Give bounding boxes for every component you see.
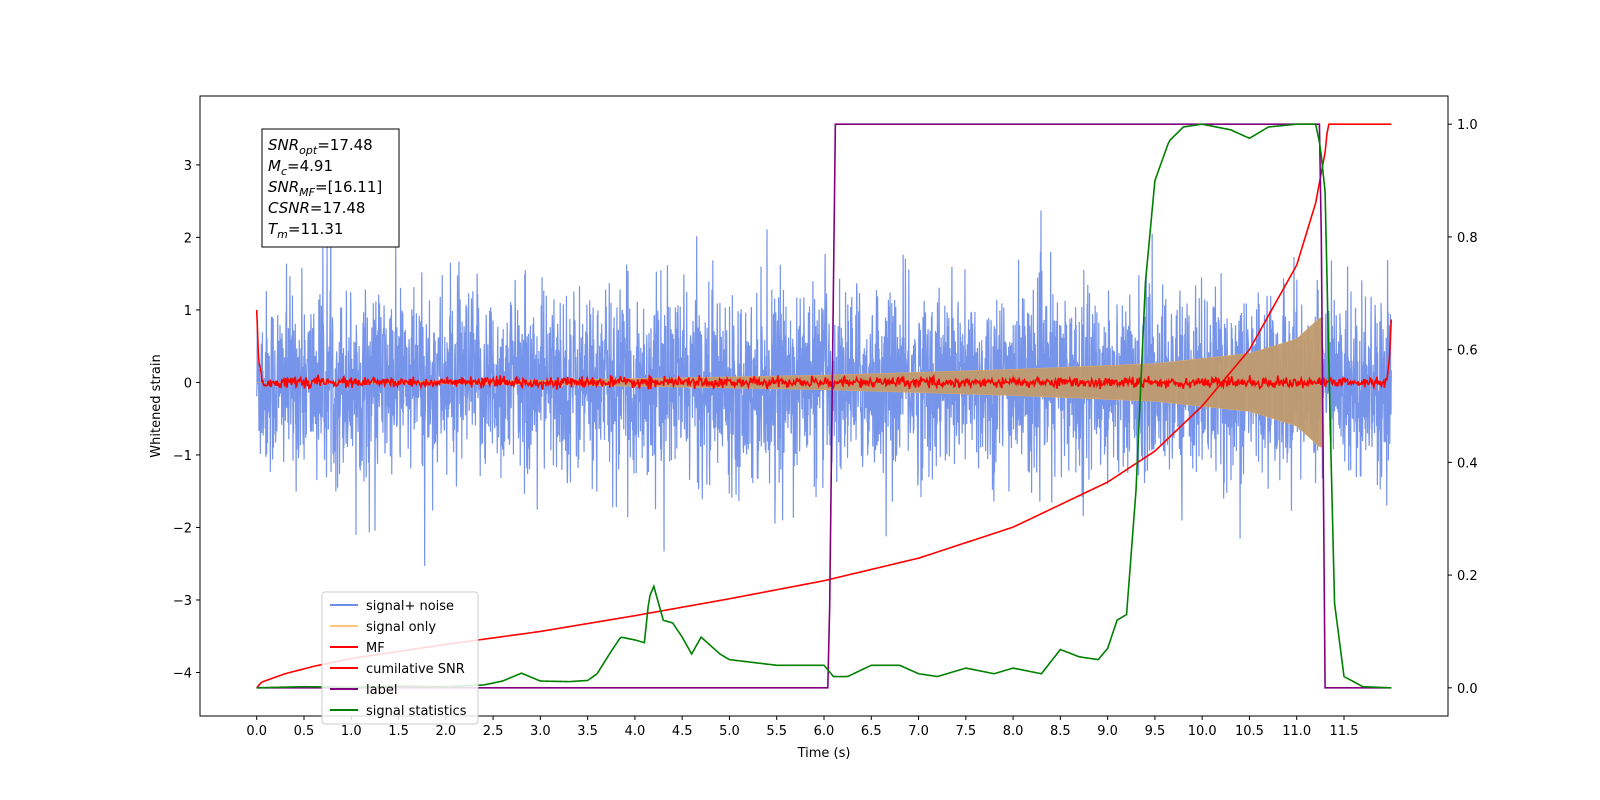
y2-tick-label: 0.2 [1457,569,1478,584]
y2-tick-label: 0.8 [1457,231,1478,246]
x-tick-label: 3.5 [577,724,598,739]
y-tick-label: 0 [184,376,192,391]
y-axis-label: Whitened strain [149,354,164,457]
annotation-frame [261,128,400,248]
legend: signal+ noise signal only MF cumilative SNR… [321,591,479,725]
series-signal-noise [256,210,1392,566]
x-tick-label: 5.0 [719,724,740,739]
x-tick-label: 8.5 [1050,724,1071,739]
y-axis-left: −4 −3 −2 −1 0 1 2 3 [173,159,200,681]
y-tick-label: −3 [173,594,192,609]
y2-tick-label: 0.0 [1457,682,1478,697]
x-axis: 0.0 0.5 1.0 1.5 2.0 2.5 3.0 3.5 4.0 4.5 5.0 5.5 6.0 6… [246,716,1358,739]
x-tick-label: 11.0 [1282,724,1311,739]
annotation-line: Tm=11.31 [268,220,343,241]
x-tick-label: 4.5 [672,724,693,739]
legend-label: signal only [366,620,436,635]
y-tick-label: −1 [173,449,192,464]
annotation-box: SNRopt=17.48Mc=4.91SNRMF=[16.11]CSNR=17.… [261,128,400,248]
y2-tick-label: 0.4 [1457,456,1478,471]
legend-frame [321,591,479,725]
series-mf [255,309,1393,391]
y-tick-label: −2 [173,521,192,536]
legend-label: signal+ noise [366,599,454,614]
x-tick-label: 10.0 [1188,724,1217,739]
x-tick-label: 6.0 [814,724,835,739]
legend-label: signal statistics [366,704,467,719]
x-tick-label: 11.5 [1330,724,1359,739]
x-tick-label: 1.0 [341,724,362,739]
annotation-line: SNRopt=17.48 [268,136,373,157]
x-axis-label: Time (s) [797,746,851,761]
y2-tick-label: 0.6 [1457,344,1478,359]
x-tick-label: 7.5 [955,724,976,739]
annotation-line: CSNR=17.48 [268,199,365,217]
x-tick-label: 9.0 [1097,724,1118,739]
x-tick-label: 0.5 [294,724,315,739]
x-tick-label: 0.0 [246,724,267,739]
y-tick-label: 3 [184,159,192,174]
x-tick-label: 8.0 [1003,724,1024,739]
legend-label: MF [366,641,385,656]
y-axis-right: 0.0 0.2 0.4 0.6 0.8 1.0 [1448,118,1478,697]
annotation-line: SNRMF=[16.11] [268,178,382,199]
x-tick-label: 3.0 [530,724,551,739]
x-tick-label: 2.5 [483,724,504,739]
y-tick-label: −4 [173,666,192,681]
y-tick-label: 2 [184,231,192,246]
annotation-line: Mc=4.91 [268,157,333,178]
x-tick-label: 2.0 [435,724,456,739]
x-tick-label: 9.5 [1145,724,1166,739]
legend-label: label [366,683,397,698]
y-tick-label: 1 [184,304,192,319]
x-tick-label: 4.0 [625,724,646,739]
x-tick-label: 5.5 [766,724,787,739]
y2-tick-label: 1.0 [1457,118,1478,133]
x-tick-label: 6.5 [861,724,882,739]
x-tick-label: 1.5 [388,724,409,739]
x-tick-label: 10.5 [1235,724,1264,739]
x-tick-label: 7.0 [908,724,929,739]
legend-label: cumilative SNR [366,662,465,677]
